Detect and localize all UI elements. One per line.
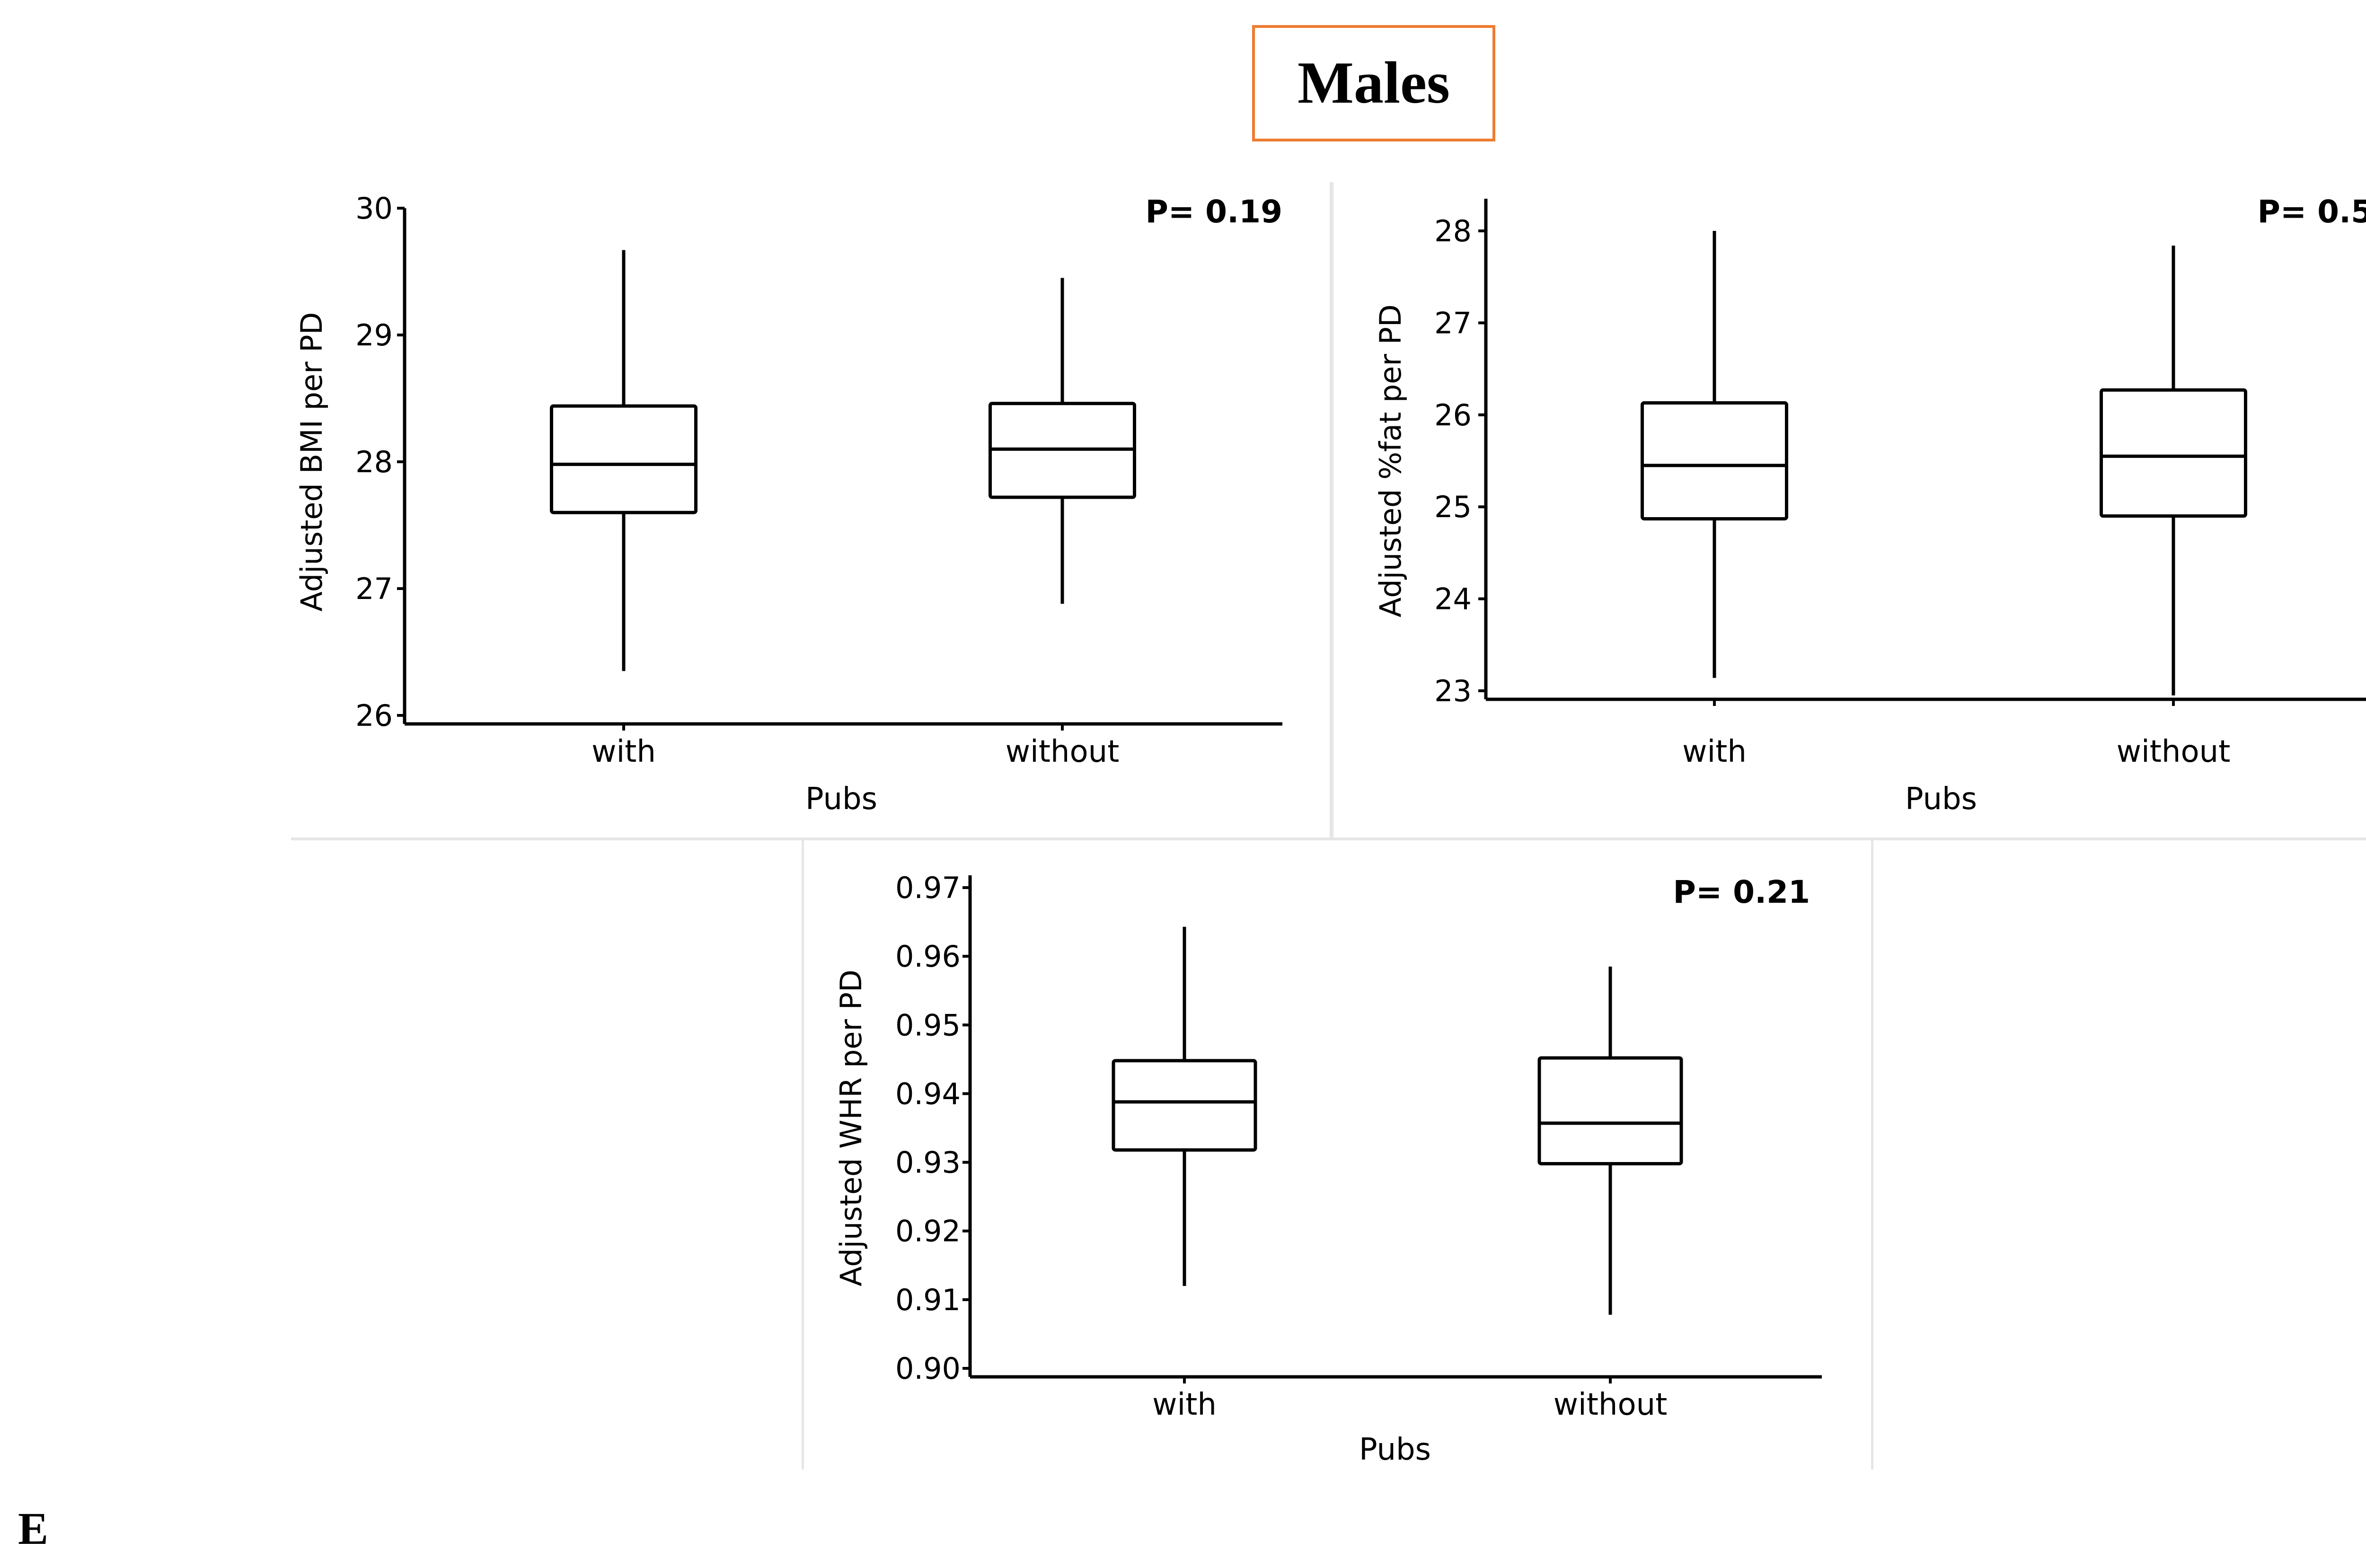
x-tick-label: without (2117, 734, 2231, 769)
y-tick-label: 0.91 (895, 1283, 961, 1317)
y-tick-label: 0.93 (895, 1145, 961, 1180)
y-tick-label: 28 (1434, 214, 1472, 248)
x-tick-label: without (1554, 1387, 1668, 1422)
p-value-annotation: P= 0.19 (1146, 194, 1283, 230)
x-axis-label: Pubs (1359, 1432, 1431, 1467)
x-tick-label: with (592, 734, 656, 769)
y-tick-label: 26 (355, 698, 393, 733)
y-tick-label: 23 (1434, 674, 1472, 708)
vertical-divider-bottom-right (1871, 840, 1873, 1470)
y-tick-label: 0.90 (895, 1351, 961, 1386)
y-axis-label: Adjusted WHR per PD (834, 969, 868, 1286)
x-axis-label: Pubs (805, 782, 877, 817)
y-tick-label: 27 (355, 572, 393, 606)
box-with (1641, 401, 1788, 520)
vertical-divider-top (1330, 182, 1333, 840)
y-axis-label: Adjusted BMI per PD (294, 312, 329, 612)
y-tick-label: 24 (1434, 582, 1472, 617)
y-tick-label: 28 (355, 445, 393, 479)
x-axis-label: Pubs (1905, 782, 1977, 817)
box-without (2100, 388, 2247, 518)
p-value-annotation: P= 0.57 (2258, 194, 2366, 230)
x-tick-label: without (1006, 734, 1120, 769)
y-tick-label: 0.96 (895, 939, 961, 974)
y-tick-label: 27 (1434, 306, 1472, 340)
y-tick-label: 0.94 (895, 1076, 961, 1111)
y-tick-label: 0.92 (895, 1214, 961, 1249)
box-with (1112, 1059, 1257, 1152)
y-axis-label: Adjusted %fat per PD (1373, 304, 1408, 617)
panel-label: E (18, 1503, 49, 1554)
x-tick-label: with (1682, 734, 1747, 769)
horizontal-divider (291, 837, 2366, 840)
vertical-divider-bottom-left (802, 840, 804, 1470)
box-without (1537, 1056, 1683, 1165)
y-tick-label: 30 (355, 191, 393, 226)
y-tick-label: 0.97 (895, 871, 961, 905)
x-tick-label: with (1152, 1387, 1217, 1422)
p-value-annotation: P= 0.21 (1673, 874, 1810, 910)
y-tick-label: 0.95 (895, 1008, 961, 1042)
box-with (550, 404, 697, 514)
y-tick-label: 25 (1434, 490, 1472, 524)
figure-title: Males (1252, 25, 1495, 141)
y-tick-label: 26 (1434, 398, 1472, 432)
y-tick-label: 29 (355, 318, 393, 352)
